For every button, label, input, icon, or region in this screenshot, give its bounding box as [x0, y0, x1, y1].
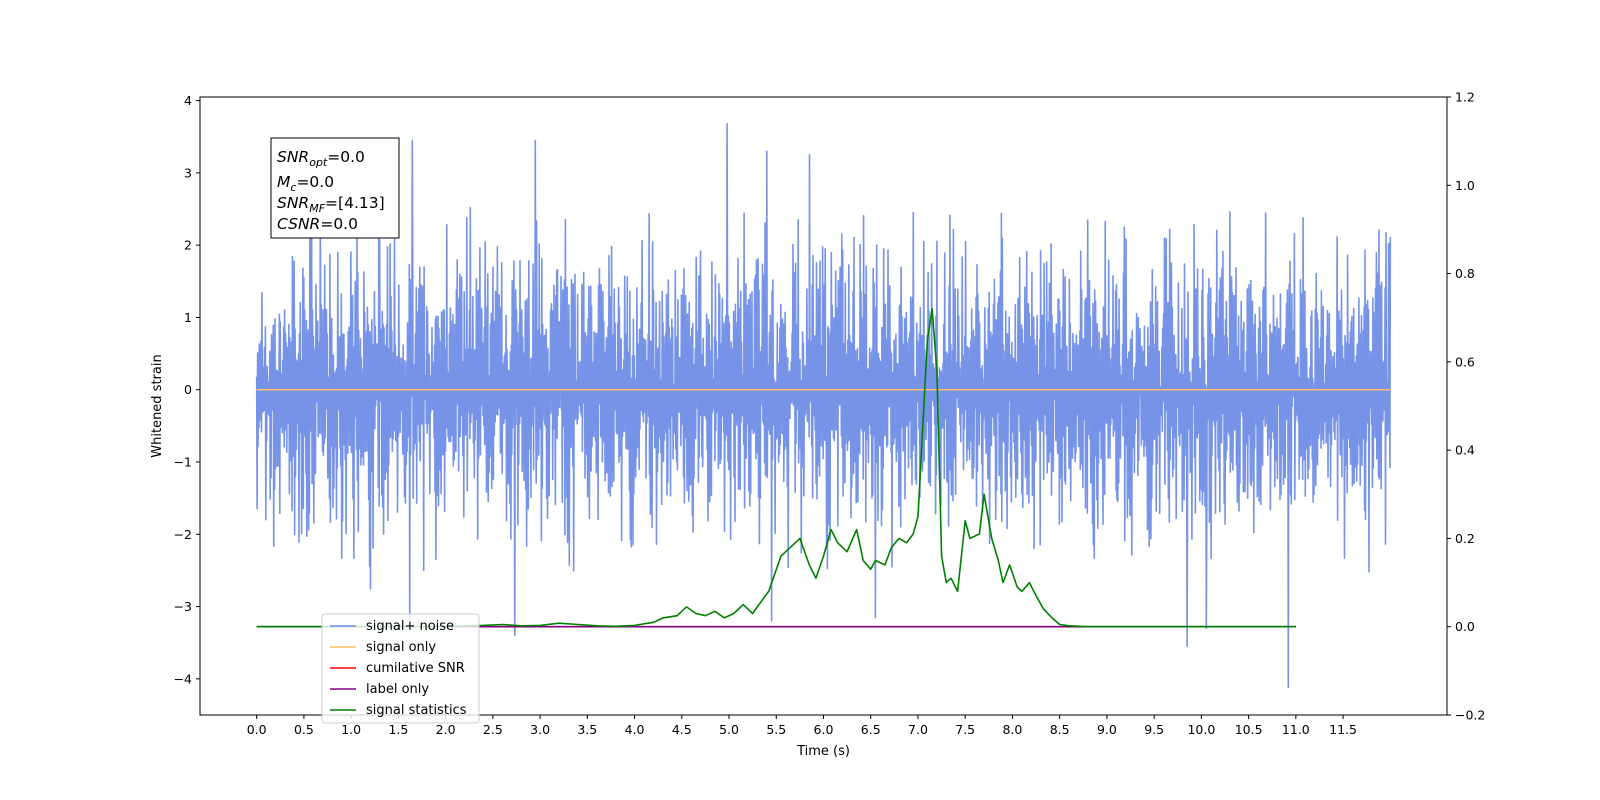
- legend-item-signal-noise: signal+ noise: [330, 619, 454, 634]
- y-right-tick-label: 0.6: [1455, 354, 1475, 369]
- legend-item-signal-only: signal only: [330, 640, 436, 655]
- y-axis-title: Whitened strain: [150, 354, 165, 457]
- legend: signal+ noise signal only cumilative SNR…: [321, 613, 480, 724]
- y-left-tick-label: 3: [184, 165, 192, 180]
- series-line-signal-statistics: [256, 308, 1296, 628]
- x-tick-label: 8.5: [1050, 722, 1070, 737]
- x-tick-label: 0.5: [294, 722, 314, 737]
- y-left-tick-label: −2: [174, 527, 192, 542]
- x-tick-label: 7.5: [955, 722, 975, 737]
- annotation-mc: Mc=0.0: [277, 173, 334, 194]
- x-tick-label: 2.5: [483, 722, 503, 737]
- y-axis-right: −0.2 0.0 0.2 0.4 0.6 0.8 1.0 1.2: [1447, 90, 1485, 723]
- x-tick-label: 5.0: [719, 722, 739, 737]
- y-right-tick-label: 0.0: [1455, 619, 1475, 634]
- svg-text:signal+ noise: signal+ noise: [366, 619, 454, 634]
- svg-text:cumilative SNR: cumilative SNR: [366, 661, 465, 676]
- x-axis-title: Time (s): [796, 744, 850, 759]
- x-tick-label: 6.5: [861, 722, 881, 737]
- x-tick-label: 9.0: [1097, 722, 1117, 737]
- annotation-csnr: CSNR=0.0: [277, 215, 358, 233]
- svg-text:signal statistics: signal statistics: [366, 703, 467, 718]
- x-tick-label: 7.0: [908, 722, 928, 737]
- x-tick-label: 6.0: [814, 722, 834, 737]
- x-tick-label: 3.0: [530, 722, 550, 737]
- x-tick-label: 2.0: [436, 722, 456, 737]
- x-tick-label: 3.5: [577, 722, 597, 737]
- y-right-tick-label: 1.2: [1455, 90, 1475, 105]
- y-left-tick-label: 4: [184, 93, 192, 108]
- x-tick-label: 10.0: [1187, 722, 1215, 737]
- y-left-tick-label: −3: [174, 599, 192, 614]
- y-left-tick-label: −4: [174, 671, 192, 686]
- x-tick-label: 9.5: [1144, 722, 1164, 737]
- x-tick-label: 1.5: [388, 722, 408, 737]
- info-annotation-box: SNRopt=0.0 Mc=0.0 SNRMF=[4.13] CSNR=0.0: [270, 137, 400, 239]
- legend-item-signal-statistics: signal statistics: [330, 703, 467, 718]
- x-tick-label: 11.5: [1329, 722, 1357, 737]
- svg-text:signal only: signal only: [366, 640, 436, 655]
- x-tick-label: 0.0: [247, 722, 267, 737]
- x-tick-label: 10.5: [1235, 722, 1263, 737]
- y-right-tick-label: 0.4: [1455, 443, 1475, 458]
- svg-text:label only: label only: [366, 682, 429, 697]
- series-line-signal-noise: [255, 122, 1392, 689]
- y-left-tick-label: −1: [174, 455, 192, 470]
- legend-item-cumilative-snr: cumilative SNR: [330, 661, 465, 676]
- y-left-tick-label: 0: [184, 382, 192, 397]
- y-left-tick-label: 2: [184, 238, 192, 253]
- x-tick-label: 8.0: [1002, 722, 1022, 737]
- x-tick-label: 11.0: [1282, 722, 1310, 737]
- y-left-tick-label: 1: [184, 310, 192, 325]
- y-axis-left: −4 −3 −2 −1 0 1 2 3 4: [174, 93, 200, 686]
- annotation-snr-opt: SNRopt=0.0: [277, 148, 365, 169]
- legend-item-label-only: label only: [330, 682, 429, 697]
- y-right-tick-label: 0.2: [1455, 531, 1475, 546]
- x-tick-label: 5.5: [766, 722, 786, 737]
- y-right-tick-label: −0.2: [1455, 708, 1485, 723]
- annotation-snr-mf: SNRMF=[4.13]: [277, 194, 385, 215]
- x-tick-label: 4.5: [672, 722, 692, 737]
- y-right-tick-label: 0.8: [1455, 266, 1475, 281]
- y-right-tick-label: 1.0: [1455, 178, 1475, 193]
- x-axis: 0.0 0.5 1.0 1.5 2.0 2.5 3.0 3.5 4.0 4.5 5.0 5.5 6.0 6…: [247, 715, 1357, 737]
- plot-area: [255, 122, 1392, 689]
- x-tick-label: 1.0: [341, 722, 361, 737]
- x-tick-label: 4.0: [625, 722, 645, 737]
